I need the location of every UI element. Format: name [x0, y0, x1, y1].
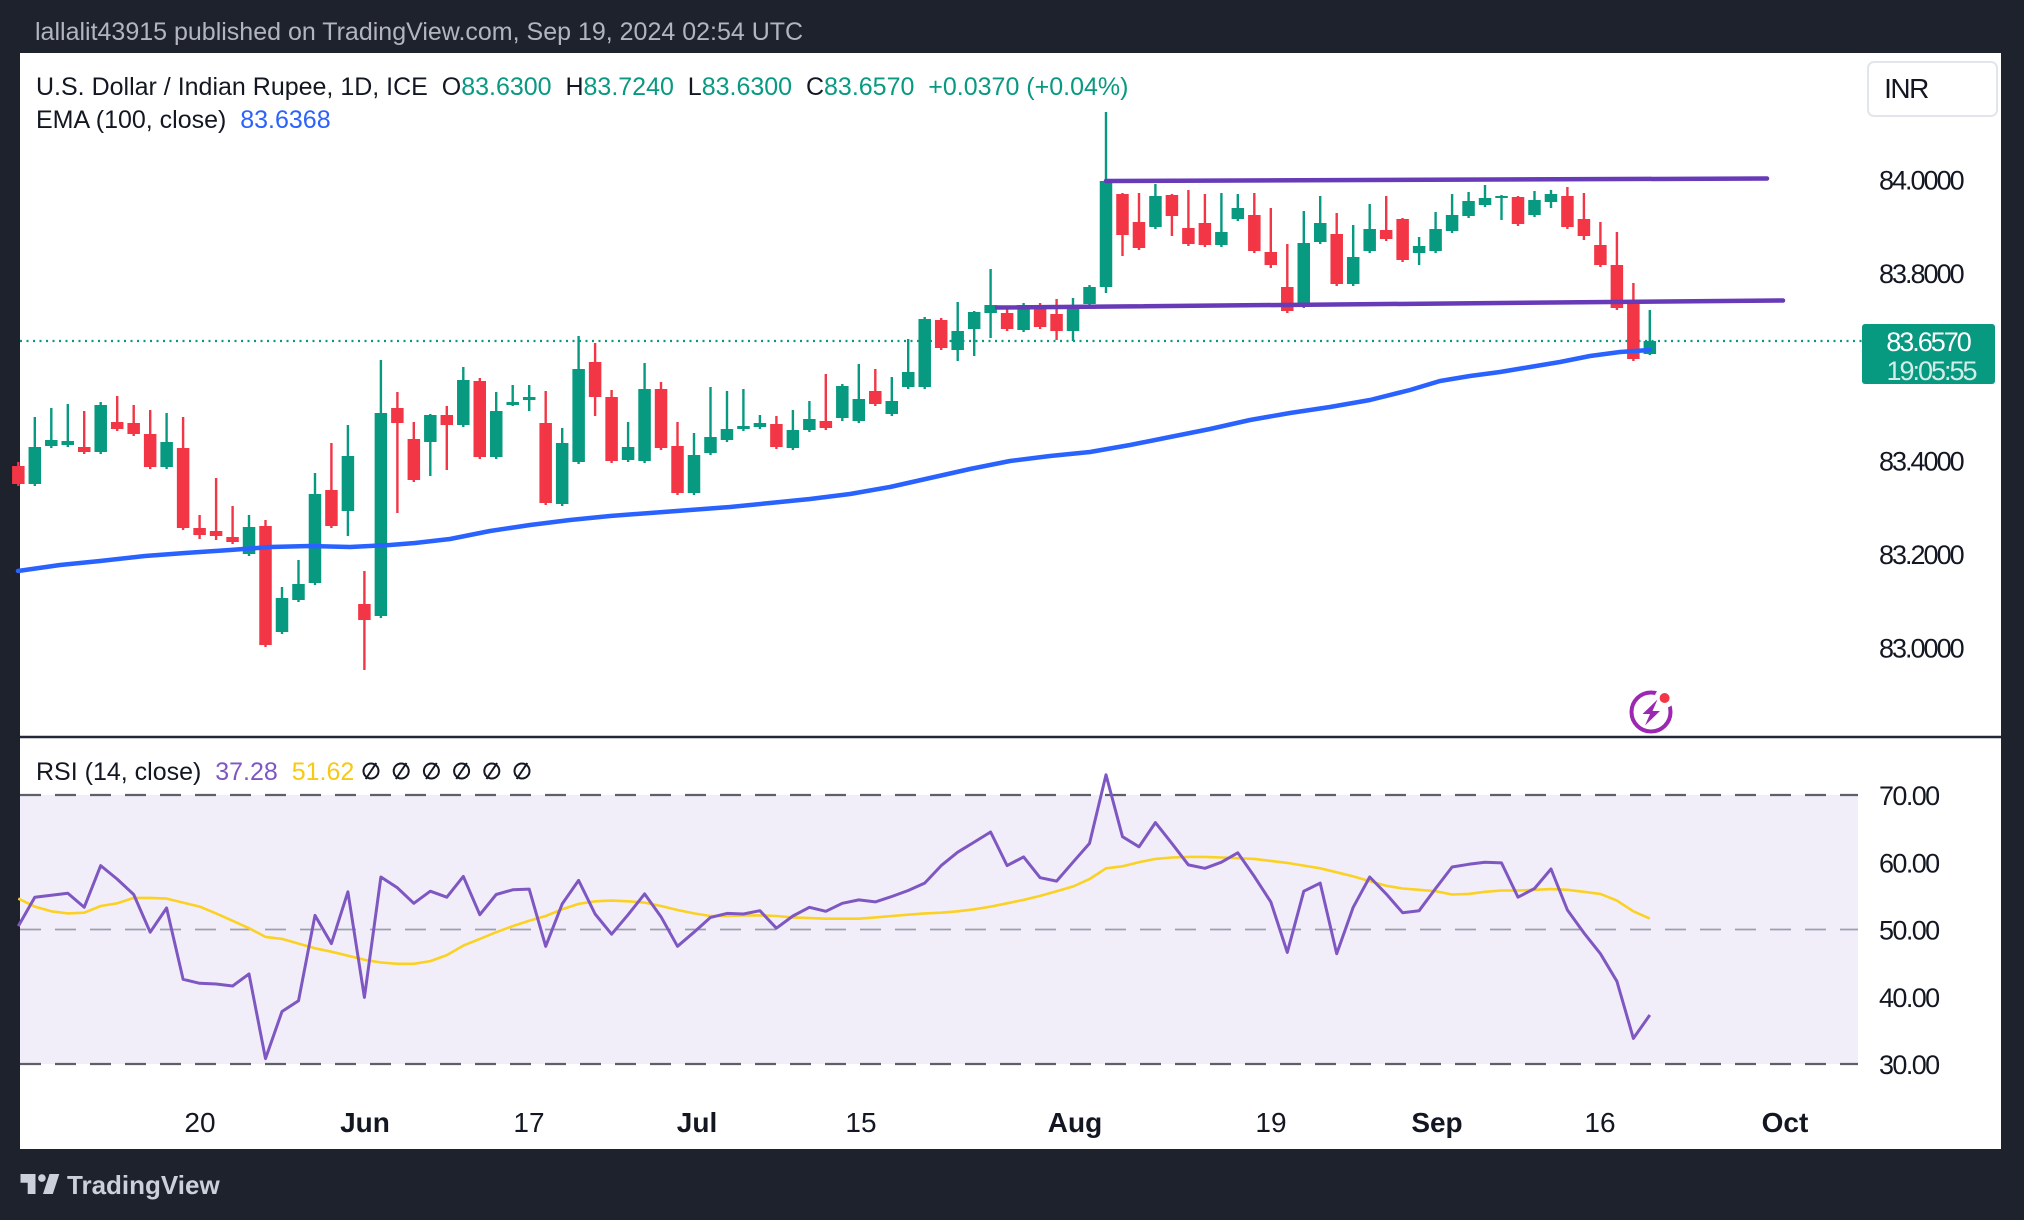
- svg-text:TradingView: TradingView: [67, 1170, 220, 1200]
- svg-text:40.00: 40.00: [1879, 983, 1939, 1013]
- svg-text:30.00: 30.00: [1879, 1050, 1939, 1080]
- svg-text:50.00: 50.00: [1879, 916, 1939, 946]
- svg-text:84.0000: 84.0000: [1879, 166, 1964, 196]
- svg-text:16: 16: [1584, 1107, 1615, 1138]
- svg-text:RSI (14, close) 37.28 51.62: RSI (14, close) 37.28 51.62: [36, 758, 354, 786]
- svg-text:19: 19: [1255, 1107, 1286, 1138]
- svg-text:83.0000: 83.0000: [1879, 634, 1964, 664]
- svg-text:19:05:55: 19:05:55: [1886, 356, 1976, 386]
- svg-text:EMA (100, close) 83.6368: EMA (100, close) 83.6368: [36, 106, 331, 134]
- svg-text:20: 20: [184, 1107, 215, 1138]
- svg-text:Jul: Jul: [677, 1107, 717, 1138]
- svg-text:Jun: Jun: [340, 1107, 390, 1138]
- svg-text:Sep: Sep: [1411, 1107, 1462, 1138]
- svg-text:70.00: 70.00: [1879, 781, 1939, 811]
- svg-text:INR: INR: [1884, 73, 1928, 104]
- svg-text:17: 17: [513, 1107, 544, 1138]
- svg-text:60.00: 60.00: [1879, 848, 1939, 878]
- svg-text:Aug: Aug: [1048, 1107, 1102, 1138]
- svg-text:83.2000: 83.2000: [1879, 540, 1964, 570]
- svg-text:Oct: Oct: [1762, 1107, 1809, 1138]
- svg-text:15: 15: [845, 1107, 876, 1138]
- svg-text:U.S. Dollar / Indian Rupee, 1D: U.S. Dollar / Indian Rupee, 1D, ICE O83.…: [36, 73, 1128, 101]
- svg-text:83.8000: 83.8000: [1879, 259, 1964, 289]
- svg-text:lallalit43915 published on Tra: lallalit43915 published on TradingView.c…: [35, 18, 803, 46]
- svg-text:83.4000: 83.4000: [1879, 447, 1964, 477]
- svg-text:83.6570: 83.6570: [1886, 327, 1971, 357]
